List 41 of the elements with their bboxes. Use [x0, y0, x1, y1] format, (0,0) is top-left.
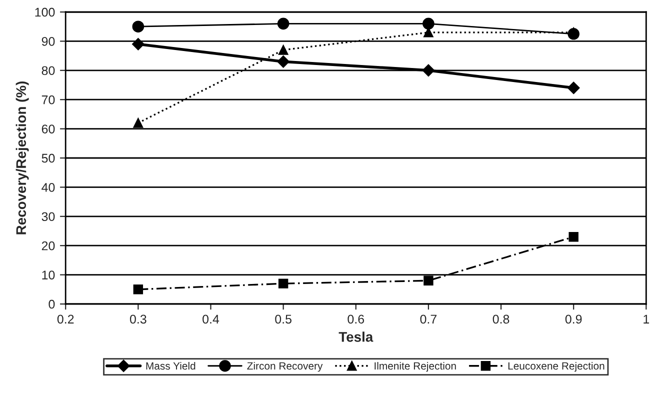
- x-axis-title: Tesla: [338, 332, 374, 342]
- y-tick-label: 60: [42, 124, 55, 134]
- point: [422, 18, 434, 30]
- point: [567, 82, 580, 94]
- point: [132, 38, 144, 50]
- point: [277, 56, 290, 68]
- point: [424, 276, 434, 286]
- x-tick-label: 0.4: [202, 314, 220, 324]
- x-tick-label: 0.8: [492, 314, 510, 324]
- y-tick-label: 30: [42, 212, 55, 222]
- y-tick-label: 40: [42, 183, 55, 192]
- x-tick-label: 0.6: [348, 314, 364, 324]
- y-tick-label: 100: [35, 8, 55, 17]
- point: [568, 232, 578, 242]
- legend-label: Ilmenite Rejection: [374, 362, 456, 372]
- point: [278, 45, 288, 55]
- y-tick-label: 50: [42, 154, 55, 163]
- x-tick-label: 1: [644, 314, 650, 324]
- x-tick-label: 0.3: [130, 314, 146, 324]
- legend-label: Zircon Recovery: [247, 362, 323, 372]
- y-axis-title: Recovery/Rejection (%): [16, 82, 29, 234]
- point: [568, 28, 580, 40]
- y-tick-label: 10: [42, 270, 55, 280]
- point: [133, 118, 144, 128]
- point: [277, 18, 290, 30]
- point: [132, 20, 144, 33]
- x-tick-label: 0.2: [57, 314, 74, 324]
- legend-label: Leucoxene Rejection: [508, 362, 604, 372]
- y-tick-label: 90: [42, 37, 55, 46]
- y-tick-label: 20: [42, 241, 55, 250]
- y-tick-label: 80: [42, 66, 55, 76]
- point: [422, 64, 435, 76]
- x-tick-label: 0.7: [420, 314, 437, 324]
- y-tick-label: 0: [48, 300, 55, 309]
- y-tick-label: 70: [42, 95, 55, 104]
- point: [133, 284, 144, 294]
- point: [424, 28, 434, 38]
- legend-label: Mass Yield: [146, 362, 196, 370]
- x-tick-label: 0.9: [565, 314, 582, 324]
- x-tick-label: 0.5: [275, 314, 292, 324]
- point: [278, 278, 288, 288]
